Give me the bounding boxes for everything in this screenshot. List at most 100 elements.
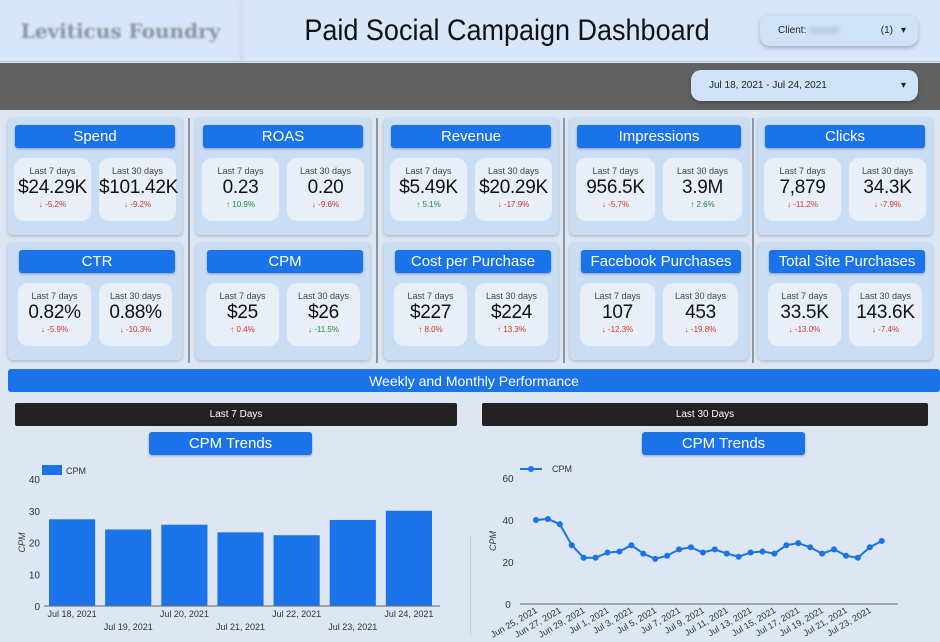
last-30-days-tile: Last 30 days 0.88% ↓ -10.3% [99,283,172,346]
metric-title: ROAS [203,125,363,148]
up-arrow-icon: ↑ [230,325,235,334]
data-point-jul-19-2021 [819,550,826,557]
period-label: Last 30 days [861,166,914,176]
x-tick-label: Jul 21, 2021 [216,622,265,632]
y-tick-label: 0 [505,600,511,611]
period-label: Last 7 days [29,166,76,176]
up-arrow-icon: ↑ [497,325,502,334]
data-point-jul-6-2021 [664,552,671,559]
metric-card-clicks: Clicks Last 7 days 7,879 ↓ -11.2% Last 30 da… [758,118,932,235]
change-indicator: ↑ 5.1% [390,200,467,209]
data-point-jul-7-2021 [676,546,683,553]
metric-card-impressions: Impressions Last 7 days 956.5K ↓ -5.7% Last … [570,118,748,235]
metric-card-ctr: CTR Last 7 days 0.82% ↓ -5.9% Last 30 days 0.… [8,243,182,360]
down-arrow-icon: ↓ [601,325,606,334]
down-arrow-icon: ↓ [871,325,876,334]
metric-title: CTR [19,250,175,273]
metric-value: 3.9M [681,177,724,198]
period-label: Last 7 days [781,291,828,301]
data-point-jul-22-2021 [854,554,861,561]
y-axis-label: CPM [488,530,498,551]
data-point-jul-12-2021 [735,553,742,560]
change-indicator: ↓ -19.8% [663,325,738,334]
up-arrow-icon: ↑ [690,200,695,209]
down-arrow-icon: ↓ [38,200,43,209]
metric-card-spend: Spend Last 7 days $24.29K ↓ -5.2% Last 30 da… [8,118,182,235]
metric-card-total-site-purchases: Total Site Purchases Last 7 days 33.5K ↓ -1… [758,243,932,360]
client-filter-dropdown[interactable]: Client: xxxxxx (1) ▾ [760,15,918,46]
metric-value: $227 [409,302,452,323]
last-7-days-tile: Last 7 days 7,879 ↓ -11.2% [764,158,841,221]
x-tick-label: Jul 24, 2021 [384,609,433,619]
metric-value: 107 [602,302,633,323]
bar-jul-22-2021 [273,535,320,606]
last-30-days-tile: Last 30 days $224 ↑ 13.3% [475,283,548,346]
change-value: 0.4% [236,325,255,334]
data-point-jul-9-2021 [699,549,706,556]
period-label: Last 7 days [217,166,264,176]
change-indicator: ↓ -12.3% [580,325,655,334]
metric-value: 956.5K [586,177,645,198]
last-7-days-tile: Last 7 days $227 ↑ 8.0% [394,283,467,346]
change-indicator: ↑ 0.4% [206,325,279,334]
y-tick-label: 0 [34,602,40,613]
metric-value: $224 [490,302,533,323]
metric-value: 0.88% [109,302,162,323]
period-label: Last 30 days [111,166,164,176]
data-point-jul-3-2021 [628,542,635,549]
last-30-days-tile: Last 30 days 3.9M ↑ 2.6% [663,158,742,221]
cpm-bar-chart: CPM 0 10 20 30 40 CPM Jul 18, 2021 Jul 19, 2021 J… [17,465,440,632]
cpm-series-line [535,517,883,560]
down-arrow-icon: ↓ [123,200,128,209]
data-point-jun-26-2021 [544,515,551,522]
caret-down-icon: ▾ [900,25,906,36]
cpm-trends-title-30d: CPM Trends [642,432,805,455]
date-range-picker[interactable]: Jul 18, 2021 - Jul 24, 2021 ▾ [691,70,918,101]
y-tick-label: 60 [502,474,514,485]
x-tick-label: Jul 22, 2021 [272,609,321,619]
data-point-jul-14-2021 [759,548,766,555]
last-30-days-tile: Last 30 days 34.3K ↓ -7.9% [849,158,926,221]
y-axis-label: CPM [17,532,27,553]
data-point-jun-30-2021 [592,554,599,561]
company-logo: Leviticus Foundry [0,0,242,62]
metric-title: Spend [15,125,175,148]
change-value: -13.0% [794,325,821,334]
period-label: Last 7 days [219,291,266,301]
change-indicator: ↓ -11.5% [287,325,360,334]
data-point-jul-20-2021 [831,546,838,553]
change-value: -7.9% [880,200,902,209]
last-7-days-header: Last 7 Days [15,403,457,426]
metric-value: 453 [685,302,716,323]
x-tick-label: Jul 19, 2021 [104,622,153,632]
last-30-days-tile: Last 30 days $26 ↓ -11.5% [287,283,360,346]
period-label: Last 30 days [109,291,162,301]
data-point-jun-27-2021 [556,521,563,528]
data-point-jul-18-2021 [807,544,814,551]
caret-down-icon: ▾ [900,80,906,91]
data-point-jul-17-2021 [795,540,802,547]
period-label: Last 30 days [299,166,352,176]
change-value: -5.9% [47,325,69,334]
x-tick-label: Jul 23, 2021 [328,622,377,632]
change-value: 13.3% [503,325,526,334]
period-label: Last 7 days [31,291,78,301]
change-indicator: ↓ -11.2% [764,200,841,209]
metric-card-revenue: Revenue Last 7 days $5.49K ↑ 5.1% Last 30 da… [384,118,558,235]
date-range-value: Jul 18, 2021 - Jul 24, 2021 [709,80,827,91]
down-arrow-icon: ↓ [119,325,124,334]
change-indicator: ↓ -5.9% [18,325,91,334]
client-label: Client: [778,25,807,36]
column-divider [376,118,378,363]
last-7-days-tile: Last 7 days 33.5K ↓ -13.0% [768,283,841,346]
chart-divider [470,535,471,635]
period-label: Last 7 days [592,166,639,176]
change-value: -12.3% [607,325,634,334]
last-30-days-tile: Last 30 days 453 ↓ -19.8% [663,283,738,346]
data-point-jul-5-2021 [652,555,659,562]
change-value: 5.1% [422,200,441,209]
data-point-jul-21-2021 [842,552,849,559]
metric-title: Revenue [391,125,551,148]
last-30-days-tile: Last 30 days $101.42K ↓ -9.2% [99,158,178,221]
metric-value: $25 [227,302,258,323]
